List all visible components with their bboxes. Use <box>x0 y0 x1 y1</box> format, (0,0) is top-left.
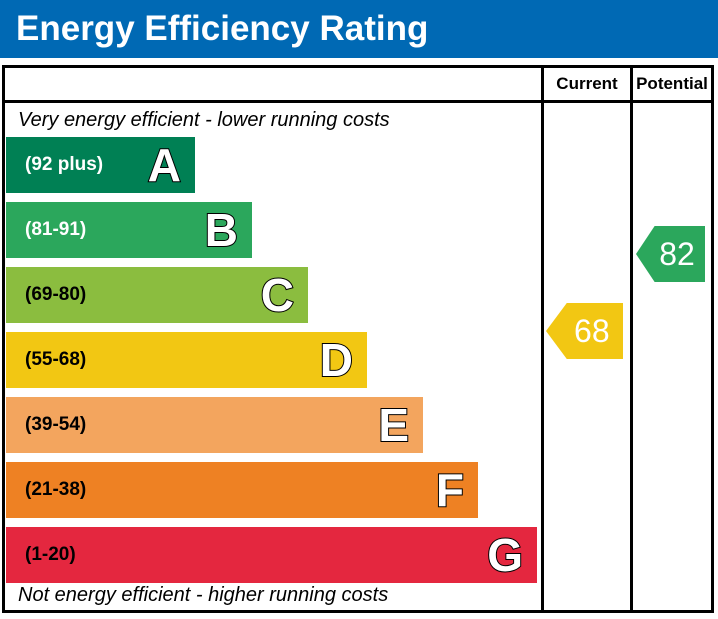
band-a: (92 plus) A <box>6 137 195 193</box>
band-f-range: (21-38) <box>25 479 87 500</box>
band-f-letter: F <box>435 463 465 517</box>
band-f: (21-38) F <box>6 462 478 518</box>
rating-table: Current Potential Very energy efficient … <box>2 65 714 613</box>
page-title: Energy Efficiency Rating <box>16 9 429 48</box>
band-e: (39-54) E <box>6 397 423 453</box>
current-rating-value: 68 <box>574 312 610 349</box>
potential-column-divider <box>630 68 633 610</box>
band-g-letter: G <box>486 528 524 582</box>
band-b-letter: B <box>204 203 239 257</box>
band-d: (55-68) D <box>6 332 367 388</box>
title-bar: Energy Efficiency Rating <box>0 0 718 58</box>
current-column-header: Current <box>556 74 618 93</box>
band-c-range: (69-80) <box>25 284 87 305</box>
potential-rating-value: 82 <box>659 235 695 272</box>
band-d-range: (55-68) <box>25 349 87 370</box>
band-e-letter: E <box>377 398 410 452</box>
band-b-range: (81-91) <box>25 219 87 240</box>
band-g: (1-20) G <box>6 527 537 583</box>
band-a-letter: A <box>147 138 182 192</box>
band-c-letter: C <box>260 268 295 322</box>
table-header-row: Current Potential <box>5 68 711 103</box>
potential-rating-arrow: 82 <box>636 226 705 282</box>
bottom-note: Not energy efficient - higher running co… <box>18 584 389 606</box>
band-d-letter: D <box>319 333 354 387</box>
band-a-range: (92 plus) <box>25 154 104 175</box>
band-e-range: (39-54) <box>25 414 87 435</box>
band-b: (81-91) B <box>6 202 252 258</box>
band-c: (69-80) C <box>6 267 308 323</box>
current-rating-arrow: 68 <box>546 303 623 359</box>
band-g-range: (1-20) <box>25 544 76 565</box>
current-column-divider <box>541 68 544 610</box>
top-note: Very energy efficient - lower running co… <box>18 109 390 131</box>
potential-column-header: Potential <box>636 74 708 93</box>
